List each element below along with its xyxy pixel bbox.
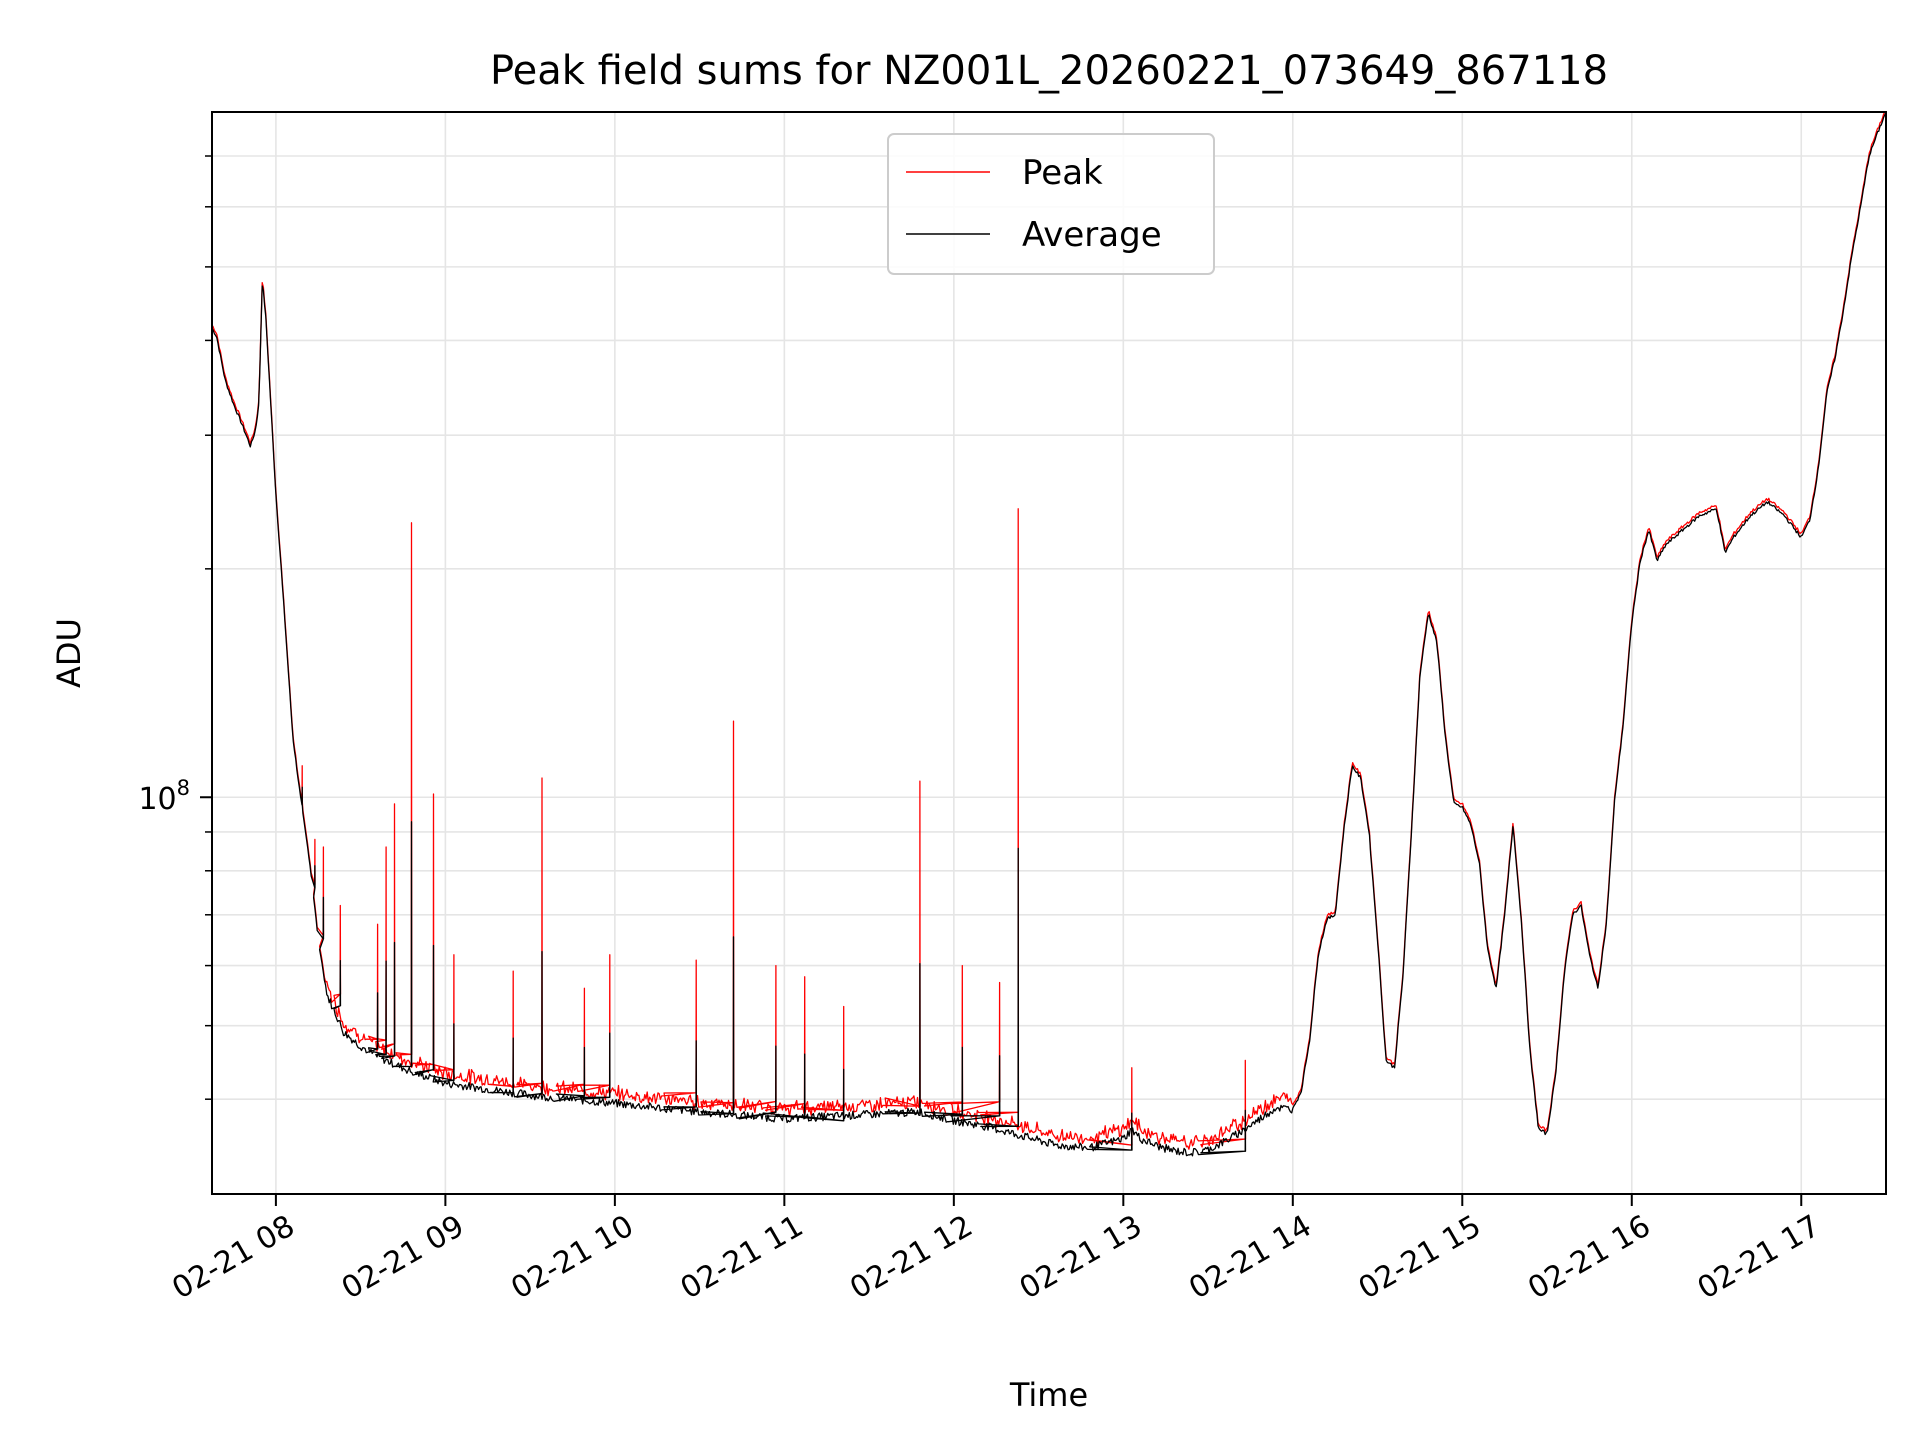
plot-lines — [211, 111, 1887, 1157]
legend-label-peak: Peak — [1022, 153, 1103, 193]
series-line-peak — [211, 111, 1886, 1150]
series-line-average — [211, 112, 1887, 1157]
x-axis-label: Time — [1009, 1376, 1088, 1414]
y-tick-label: 108 — [138, 776, 190, 817]
y-axis-label: ADU — [50, 618, 88, 688]
plot-frame — [211, 111, 1887, 1195]
legend-label-average: Average — [1022, 215, 1162, 255]
chart-title: Peak field sums for NZ001L_20260221_0736… — [490, 48, 1608, 94]
legend-box — [887, 133, 1215, 275]
legend: Peak Average — [887, 133, 1215, 275]
